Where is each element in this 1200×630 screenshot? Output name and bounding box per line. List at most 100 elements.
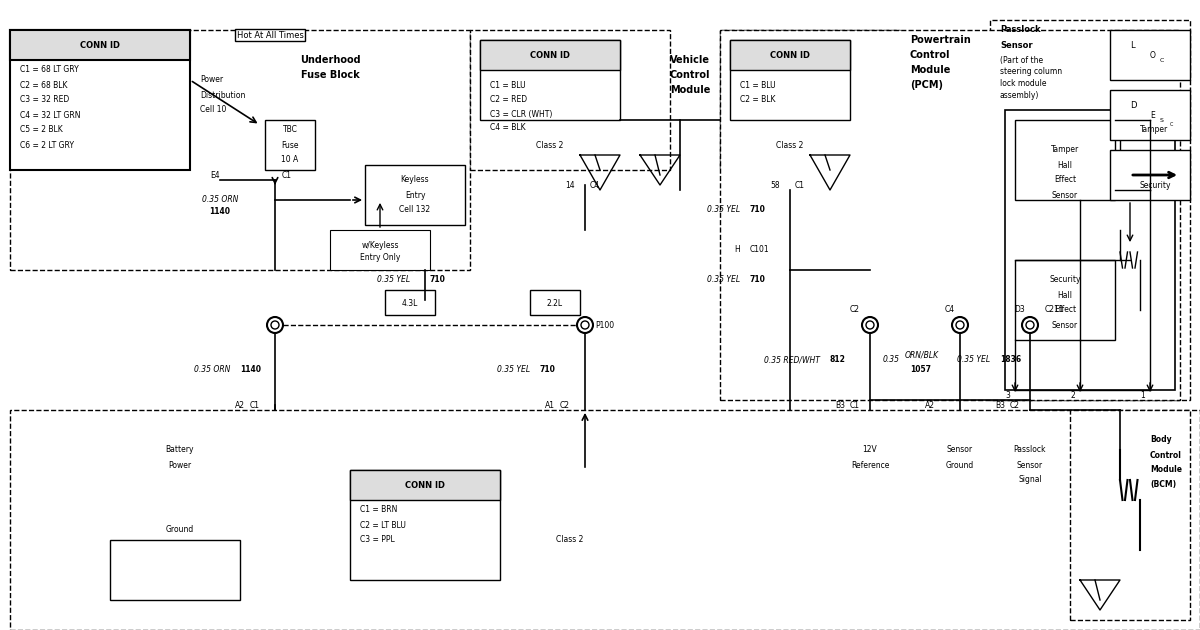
Text: E: E bbox=[1150, 110, 1154, 120]
Text: Control: Control bbox=[1150, 450, 1182, 459]
Text: C2 = LT BLU: C2 = LT BLU bbox=[360, 520, 406, 529]
Bar bbox=[365, 165, 466, 225]
Bar bbox=[1006, 110, 1175, 390]
Bar bbox=[330, 230, 430, 270]
Bar bbox=[350, 470, 500, 500]
Circle shape bbox=[862, 317, 878, 333]
Text: P100: P100 bbox=[595, 321, 614, 329]
Text: Module: Module bbox=[1150, 466, 1182, 474]
Text: Power: Power bbox=[168, 461, 192, 469]
Text: C1 = 68 LT GRY: C1 = 68 LT GRY bbox=[20, 66, 79, 74]
Text: TBC: TBC bbox=[282, 125, 298, 134]
Text: C4 = BLK: C4 = BLK bbox=[490, 123, 526, 132]
Text: C1 = BLU: C1 = BLU bbox=[740, 81, 775, 89]
Text: C1: C1 bbox=[850, 401, 860, 410]
Text: C3 = CLR (WHT): C3 = CLR (WHT) bbox=[490, 110, 552, 120]
Text: Entry Only: Entry Only bbox=[360, 253, 400, 263]
Text: (Part of the: (Part of the bbox=[1000, 55, 1043, 64]
Text: (BCM): (BCM) bbox=[1150, 481, 1176, 490]
Text: 0.35 YEL: 0.35 YEL bbox=[497, 365, 530, 374]
Text: Module: Module bbox=[910, 65, 950, 75]
Text: Cell 10: Cell 10 bbox=[200, 105, 227, 115]
Text: Battery: Battery bbox=[166, 445, 194, 454]
Text: 1836: 1836 bbox=[1000, 355, 1021, 365]
Text: A2: A2 bbox=[235, 401, 245, 410]
Bar bbox=[730, 40, 850, 120]
Text: 3: 3 bbox=[1006, 391, 1010, 399]
Text: C4 = 32 LT GRN: C4 = 32 LT GRN bbox=[20, 110, 80, 120]
Text: E4: E4 bbox=[210, 171, 220, 180]
Text: Signal: Signal bbox=[1018, 476, 1042, 484]
Text: C4: C4 bbox=[944, 306, 955, 314]
Text: Security: Security bbox=[1049, 275, 1081, 285]
Bar bbox=[720, 30, 1180, 400]
Text: Hall: Hall bbox=[1057, 290, 1073, 299]
Bar bbox=[720, 30, 900, 170]
Text: Fuse: Fuse bbox=[281, 140, 299, 149]
Text: C1 = BLU: C1 = BLU bbox=[490, 81, 526, 89]
Text: lock module: lock module bbox=[1000, 79, 1046, 88]
Text: C5 = 2 BLK: C5 = 2 BLK bbox=[20, 125, 62, 134]
Text: 812: 812 bbox=[830, 355, 846, 365]
Text: Underhood: Underhood bbox=[300, 55, 360, 65]
Text: C1: C1 bbox=[282, 171, 292, 180]
Text: L: L bbox=[1130, 40, 1135, 50]
Text: 710: 710 bbox=[430, 275, 446, 285]
Text: C2: C2 bbox=[850, 306, 860, 314]
Text: 2: 2 bbox=[1070, 391, 1075, 399]
Text: C1: C1 bbox=[250, 401, 260, 410]
Text: A2: A2 bbox=[925, 401, 935, 410]
Bar bbox=[470, 30, 670, 170]
Text: Class 2: Class 2 bbox=[776, 140, 804, 149]
Bar bbox=[1110, 90, 1190, 140]
Text: C2 = RED: C2 = RED bbox=[490, 96, 527, 105]
Text: 2.2L: 2.2L bbox=[547, 299, 563, 307]
Text: 58: 58 bbox=[770, 181, 780, 190]
Bar bbox=[1015, 260, 1115, 340]
Text: 10 A: 10 A bbox=[281, 156, 299, 164]
Text: Module: Module bbox=[670, 85, 710, 95]
Text: C4: C4 bbox=[590, 181, 600, 190]
Text: C101: C101 bbox=[750, 246, 769, 255]
Text: 1140: 1140 bbox=[240, 365, 262, 374]
Text: Power: Power bbox=[200, 76, 223, 84]
Text: S: S bbox=[1160, 118, 1164, 122]
Text: Ground: Ground bbox=[166, 525, 194, 534]
Text: Security: Security bbox=[1140, 181, 1171, 190]
Bar bbox=[10, 30, 190, 60]
Text: CONN ID: CONN ID bbox=[770, 50, 810, 59]
Text: 0.35 YEL: 0.35 YEL bbox=[377, 275, 410, 285]
Text: D: D bbox=[1130, 101, 1136, 110]
Text: 12V: 12V bbox=[863, 445, 877, 454]
Text: C2: C2 bbox=[560, 401, 570, 410]
Text: 0.35 RED/WHT: 0.35 RED/WHT bbox=[764, 355, 820, 365]
Text: C3 = 32 RED: C3 = 32 RED bbox=[20, 96, 70, 105]
Bar bbox=[480, 40, 620, 70]
Bar bbox=[1110, 150, 1190, 200]
Text: C3 = PPL: C3 = PPL bbox=[360, 536, 395, 544]
Text: Effect: Effect bbox=[1054, 176, 1076, 185]
Text: Sensor: Sensor bbox=[947, 445, 973, 454]
Text: Class 2: Class 2 bbox=[557, 536, 583, 544]
Text: Tamper: Tamper bbox=[1140, 125, 1169, 134]
Circle shape bbox=[266, 317, 283, 333]
Text: Keyless: Keyless bbox=[401, 176, 430, 185]
Text: CONN ID: CONN ID bbox=[80, 40, 120, 50]
Text: 0.35 YEL: 0.35 YEL bbox=[707, 205, 740, 214]
Text: Sensor: Sensor bbox=[1000, 40, 1033, 50]
Text: Vehicle: Vehicle bbox=[670, 55, 710, 65]
Text: ORN/BLK: ORN/BLK bbox=[905, 350, 940, 360]
Text: Ground: Ground bbox=[946, 461, 974, 469]
Bar bbox=[480, 40, 620, 120]
Text: Body: Body bbox=[1150, 435, 1171, 445]
Text: CONN ID: CONN ID bbox=[530, 50, 570, 59]
Circle shape bbox=[952, 317, 968, 333]
Text: w/Keyless: w/Keyless bbox=[361, 241, 398, 249]
Bar bbox=[110, 540, 240, 600]
Bar bbox=[1070, 410, 1190, 620]
Bar bbox=[385, 290, 436, 315]
Text: Control: Control bbox=[670, 70, 710, 80]
Text: Sensor: Sensor bbox=[1052, 321, 1078, 329]
Bar bbox=[265, 120, 314, 170]
Text: D3: D3 bbox=[1015, 306, 1025, 314]
